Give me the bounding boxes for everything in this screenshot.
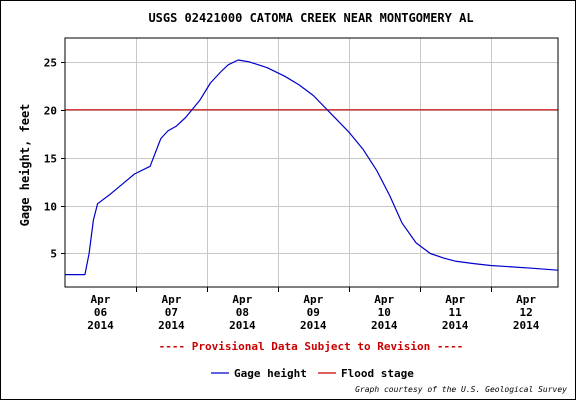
y-tick-labels: 5 10 15 20 25: [44, 57, 65, 261]
x-tick-label: 2014: [513, 319, 540, 332]
x-tick-label: 12: [519, 306, 532, 319]
y-axis-label: Gage height, feet: [18, 104, 32, 227]
x-tick-label: 11: [449, 306, 463, 319]
x-tick-label: 2014: [158, 319, 185, 332]
legend: Gage height Flood stage: [211, 367, 414, 380]
x-tick-label: Apr: [516, 293, 536, 306]
x-tick-label: 2014: [371, 319, 398, 332]
legend-label-gage-height: Gage height: [234, 367, 307, 380]
chart-title: USGS 02421000 CATOMA CREEK NEAR MONTGOME…: [148, 11, 473, 25]
x-tick-label: Apr: [91, 293, 111, 306]
credit-text: Graph courtesy of the U.S. Geological Su…: [355, 385, 567, 394]
x-tick-label: 09: [307, 306, 320, 319]
x-tick-label: 2014: [87, 319, 114, 332]
x-tick-label: 10: [378, 306, 391, 319]
legend-label-flood-stage: Flood stage: [341, 367, 414, 380]
y-tick-label: 5: [50, 248, 57, 261]
x-tick-label: Apr: [374, 293, 394, 306]
x-tick-label: 2014: [300, 319, 327, 332]
plot-area: [65, 38, 558, 287]
x-tick-label: 2014: [442, 319, 469, 332]
series-layer: [65, 59, 559, 276]
x-tick-label: Apr: [161, 293, 181, 306]
x-tick-label: 06: [94, 306, 108, 319]
grid-layer: [65, 38, 558, 287]
x-tick-label: 2014: [229, 319, 256, 332]
x-tick-label: 08: [236, 306, 249, 319]
plot-area-group: [64, 37, 559, 288]
y-tick-label: 15: [44, 153, 57, 166]
x-tick-label: 07: [165, 306, 178, 319]
x-tick-label: Apr: [232, 293, 252, 306]
x-tick-labels: Apr062014Apr072014Apr082014Apr092014Apr1…: [87, 287, 540, 332]
series-line-gage-height: [65, 59, 559, 276]
y-tick-label: 10: [44, 201, 57, 214]
y-tick-label: 25: [44, 57, 57, 70]
provisional-notice: ---- Provisional Data Subject to Revisio…: [159, 340, 464, 353]
x-tick-label: Apr: [445, 293, 465, 306]
plot-frame: [64, 37, 559, 288]
x-tick-label: Apr: [303, 293, 323, 306]
y-tick-label: 20: [44, 105, 57, 118]
